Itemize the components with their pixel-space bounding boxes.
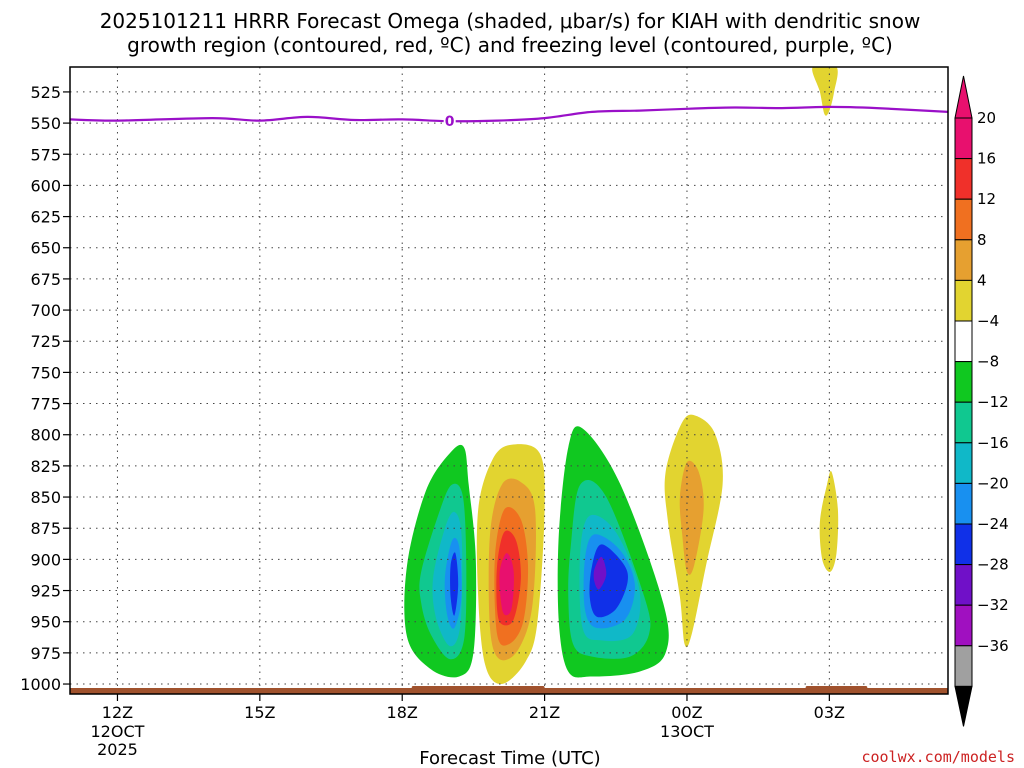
y-tick-label: 675 [30, 270, 61, 289]
surface-bump [411, 686, 545, 689]
omega-region-19 [819, 471, 839, 572]
y-tick-label: 875 [30, 519, 61, 538]
colorbar-label: −36 [977, 637, 1009, 655]
colorbar-swatch [954, 361, 973, 403]
y-tick-label: 775 [30, 395, 61, 414]
colorbar-label: −28 [977, 556, 1009, 574]
colorbar-label: −8 [977, 353, 999, 371]
chart-title-line-1: 2025101211 HRRR Forecast Omega (shaded, … [100, 9, 921, 33]
omega-region-16 [593, 556, 607, 590]
colorbar-swatch [954, 239, 973, 281]
x-axis-label: Forecast Time (UTC) [419, 748, 600, 768]
colorbar-swatch [954, 401, 973, 444]
x-tick-label: 00Z [671, 703, 702, 722]
y-tick-label: 650 [30, 239, 61, 258]
y-tick-label: 700 [30, 301, 61, 320]
chart-title-line-2: growth region (contoured, red, ºC) and f… [127, 33, 893, 57]
y-tick-label: 950 [30, 613, 61, 632]
colorbar-swatch [954, 564, 973, 606]
y-tick-label: 975 [30, 644, 61, 663]
colorbar-label: 12 [977, 190, 996, 208]
colorbar-swatch [954, 279, 973, 322]
y-tick-label: 850 [30, 488, 61, 507]
omega-region-18 [679, 460, 704, 575]
colorbar-label: −24 [977, 515, 1009, 533]
y-tick-label: 725 [30, 332, 61, 351]
colorbar-bottom-arrow [954, 685, 973, 727]
colorbar-label: 8 [977, 231, 987, 249]
omega-shading-layer [404, 67, 839, 685]
freezing-level-label: 0 [445, 114, 455, 130]
x-tick-date: 12OCT [91, 722, 145, 741]
omega-region-10 [499, 553, 514, 616]
x-tick-year: 2025 [97, 740, 138, 759]
gridlines [70, 67, 948, 694]
colorbar-swatch [954, 117, 973, 160]
colorbar-swatch [954, 523, 973, 566]
y-axis: 525 550 575 600 625 650 675 700 725 750 775 800 825 8… [20, 83, 70, 694]
colorbar-top-arrow [954, 75, 973, 119]
y-tick-label: 575 [30, 145, 61, 164]
colorbar-label: −12 [977, 393, 1009, 411]
y-tick-label: 825 [30, 457, 61, 476]
y-tick-label: 925 [30, 582, 61, 601]
colorbar-label: −32 [977, 596, 1009, 614]
y-tick-label: 800 [30, 426, 61, 445]
freezing-level-layer: 0 [70, 105, 948, 130]
colorbar-label: 4 [977, 271, 987, 289]
credit-link[interactable]: coolwx.com/models [861, 748, 1015, 766]
colorbar-label: −20 [977, 474, 1009, 492]
x-tick-label: 18Z [387, 703, 418, 722]
colorbar: 20 16 12 8 4 −4 −8 −12 −16 −20 −24 −28 −32 −36 [954, 75, 1009, 727]
colorbar-label: −4 [977, 312, 999, 330]
y-tick-label: 625 [30, 208, 61, 227]
x-tick-label: 03Z [814, 703, 845, 722]
y-tick-label: 900 [30, 550, 61, 569]
y-tick-label: 600 [30, 176, 61, 195]
x-tick-label: 21Z [529, 703, 560, 722]
x-tick-date: 13OCT [660, 722, 714, 741]
x-tick-label: 15Z [244, 703, 275, 722]
colorbar-swatch [954, 645, 973, 687]
surface-band [70, 688, 948, 694]
surface-layer [70, 686, 948, 694]
y-tick-label: 525 [30, 83, 61, 102]
colorbar-label: 16 [977, 150, 996, 168]
freezing-label-bg [443, 113, 456, 130]
plot-frame [69, 66, 949, 695]
colorbar-swatch [954, 158, 973, 200]
colorbar-swatch [954, 198, 973, 241]
colorbar-swatch [954, 604, 973, 647]
surface-bump [805, 686, 868, 689]
colorbar-label: −16 [977, 434, 1009, 452]
colorbar-swatch [954, 482, 973, 525]
y-tick-label: 750 [30, 363, 61, 382]
colorbar-label: 20 [977, 109, 996, 127]
colorbar-swatch [954, 442, 973, 484]
y-tick-label: 550 [30, 114, 61, 133]
omega-region-5 [450, 552, 459, 616]
freezing-level-line [70, 105, 948, 123]
omega-region-0 [812, 67, 838, 116]
y-tick-label: 1000 [20, 675, 61, 694]
colorbar-swatch [954, 320, 973, 363]
x-tick-label: 12Z [102, 703, 133, 722]
